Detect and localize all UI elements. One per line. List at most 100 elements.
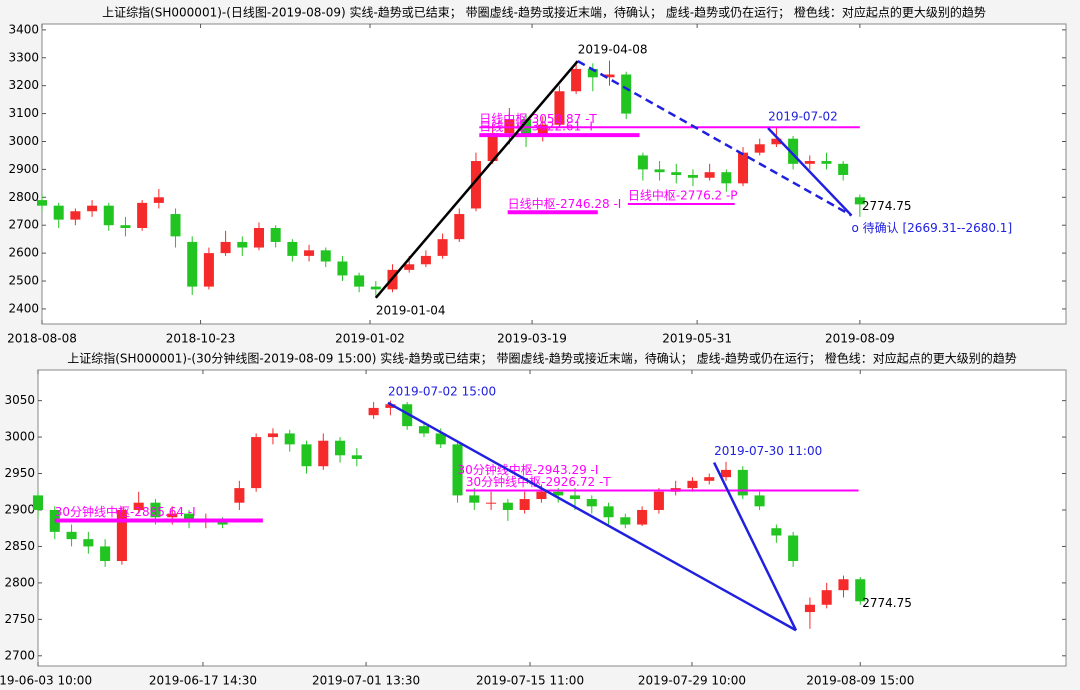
trend-label: 2019-07-30 11:00 bbox=[714, 444, 822, 458]
candle-body bbox=[604, 74, 615, 78]
candle-body bbox=[251, 437, 262, 489]
y-tick-label: 2400 bbox=[8, 301, 39, 315]
candle-body bbox=[304, 250, 315, 256]
candle-body bbox=[385, 404, 396, 408]
y-tick-label: 2750 bbox=[4, 612, 35, 626]
candle-body bbox=[354, 275, 365, 287]
candle-body bbox=[721, 172, 732, 184]
x-tick-label: 2019-07-29 10:00 bbox=[638, 674, 746, 688]
trend-line bbox=[712, 462, 798, 631]
candle-body bbox=[804, 161, 815, 164]
y-tick-label: 3000 bbox=[4, 430, 35, 444]
x-tick-label: 2019-05-31 bbox=[662, 332, 732, 346]
candle-body bbox=[821, 590, 832, 605]
y-tick-label: 2850 bbox=[4, 539, 35, 553]
candle-body bbox=[587, 68, 598, 78]
candle-body bbox=[270, 228, 281, 242]
x-tick-label: 2018-08-08 bbox=[7, 332, 77, 346]
candle-body bbox=[170, 214, 181, 237]
candle-body bbox=[754, 144, 765, 153]
trend-label: o 待确认 [2669.31--2680.1] bbox=[852, 221, 1013, 235]
candle-body bbox=[234, 488, 245, 503]
trend-label: 2019-07-02 15:00 bbox=[388, 384, 496, 398]
candle-body bbox=[253, 228, 264, 248]
candle-body bbox=[83, 539, 94, 547]
candle-body bbox=[620, 517, 631, 525]
last-close-label: 2774.75 bbox=[862, 199, 912, 213]
candle-body bbox=[370, 286, 381, 290]
plot-area bbox=[37, 369, 1067, 667]
candle-body bbox=[553, 491, 564, 496]
candle-body bbox=[87, 205, 98, 212]
candle-body bbox=[537, 124, 548, 136]
candle-body bbox=[738, 152, 749, 184]
y-tick-label: 2900 bbox=[8, 162, 39, 176]
candle-body bbox=[854, 197, 865, 205]
y-tick-label: 2800 bbox=[8, 190, 39, 204]
candle-body bbox=[704, 477, 715, 481]
candle-body bbox=[153, 197, 164, 203]
candle-body bbox=[167, 513, 178, 518]
trend-line bbox=[374, 60, 579, 299]
x-tick-label: 2019-07-15 11:00 bbox=[476, 674, 584, 688]
candle-body bbox=[637, 155, 648, 170]
trend-line bbox=[767, 127, 853, 217]
candle-body bbox=[301, 444, 312, 467]
candle-body bbox=[404, 264, 415, 270]
x-tick-label: 2019-01-02 bbox=[335, 332, 405, 346]
candle-body bbox=[103, 205, 114, 226]
candle-body bbox=[66, 531, 77, 540]
y-tick-label: 3400 bbox=[8, 22, 39, 36]
y-tick-label: 2700 bbox=[8, 218, 39, 232]
candle-body bbox=[217, 520, 228, 525]
candle-body bbox=[220, 241, 231, 254]
candle-body bbox=[737, 469, 748, 496]
candle-body bbox=[804, 604, 815, 613]
candle-body bbox=[100, 546, 111, 562]
candle-body bbox=[137, 202, 148, 228]
candle-body bbox=[788, 138, 799, 164]
last-close-label: 2774.75 bbox=[862, 596, 912, 610]
y-tick-label: 2700 bbox=[4, 648, 35, 662]
chart-title: 上证综指(SH000001)-(30分钟线图-2019-08-09 15:00)… bbox=[67, 351, 1017, 366]
candle-body bbox=[855, 579, 866, 602]
x-tick-label: 2019-08-09 bbox=[825, 332, 895, 346]
x-tick-label: 2019-08-09 15:00 bbox=[806, 674, 914, 688]
candle-body bbox=[335, 440, 346, 456]
candle-body bbox=[284, 433, 295, 445]
candle-body bbox=[603, 506, 614, 518]
candle-body bbox=[237, 241, 248, 248]
candle-body bbox=[267, 433, 278, 438]
pivot-label: 日线中枢-2776.2 -P bbox=[628, 187, 738, 202]
candle-body bbox=[519, 499, 530, 510]
candle-body bbox=[287, 241, 298, 256]
candle-body bbox=[621, 74, 632, 114]
x-tick-label: 2019-06-03 10:00 bbox=[0, 674, 92, 688]
candle-body bbox=[687, 174, 698, 178]
y-tick-label: 2600 bbox=[8, 246, 39, 260]
pivot-label: 30分钟线中枢-2885.64 -I bbox=[55, 504, 196, 519]
candle-body bbox=[571, 68, 582, 92]
candle-body bbox=[586, 499, 597, 507]
x-tick-label: 2019-06-17 14:30 bbox=[149, 674, 257, 688]
trend-line bbox=[577, 60, 853, 217]
candle-body bbox=[554, 91, 565, 125]
pivot-label: 日线中枢-3050.87 -T bbox=[479, 111, 597, 126]
candle-body bbox=[368, 407, 379, 416]
candle-body bbox=[402, 404, 413, 427]
candle-body bbox=[418, 426, 429, 434]
y-tick-label: 3050 bbox=[4, 393, 35, 407]
trend-label: 2019-07-02 bbox=[768, 110, 838, 124]
candle-body bbox=[637, 509, 648, 525]
candle-body bbox=[183, 513, 195, 521]
y-tick-label: 2500 bbox=[8, 274, 39, 288]
candle-body bbox=[470, 161, 481, 209]
candle-body bbox=[452, 444, 463, 496]
candle-body bbox=[687, 480, 698, 489]
chart-title: 上证综指(SH000001)-(日线图-2019-08-09) 实线-趋势或已结… bbox=[102, 5, 986, 20]
candle-body bbox=[420, 255, 431, 265]
candle-body bbox=[838, 579, 849, 591]
candle-body bbox=[437, 239, 448, 256]
candle-body bbox=[838, 163, 849, 175]
